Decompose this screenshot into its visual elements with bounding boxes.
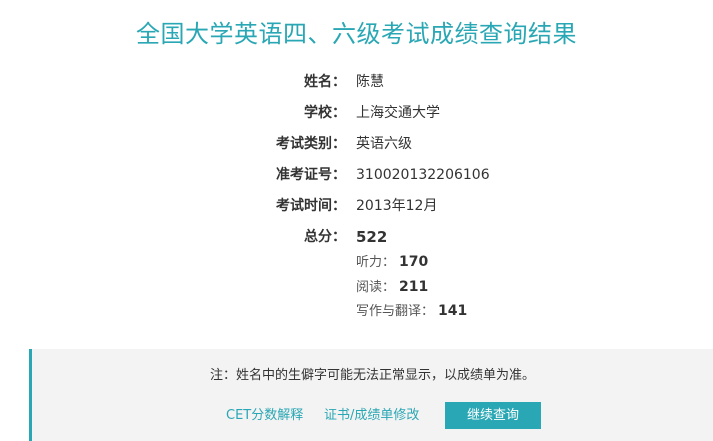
certificate-modify-link[interactable]: 证书/成绩单修改 xyxy=(324,408,420,423)
ticket-number-value: 310020132206106 xyxy=(356,167,490,183)
cet-score-explanation-link[interactable]: CET分数解释 xyxy=(226,408,304,423)
writing-translation-label: 写作与翻译： xyxy=(356,304,435,319)
exam-type-value: 英语六级 xyxy=(356,136,412,152)
school-label: 学校： xyxy=(304,105,346,121)
listening-label: 听力： xyxy=(356,255,396,270)
continue-query-button[interactable]: 继续查询 xyxy=(445,402,541,429)
total-score-label: 总分： xyxy=(304,229,346,245)
exam-time-label: 考试时间： xyxy=(276,198,346,214)
total-score-value: 522 xyxy=(356,228,388,246)
exam-type-label: 考试类别： xyxy=(276,136,346,152)
ticket-number-label: 准考证号： xyxy=(276,167,346,183)
school-value: 上海交通大学 xyxy=(356,105,440,121)
name-label: 姓名： xyxy=(304,74,346,90)
action-bar: CET分数解释 证书/成绩单修改 继续查询 xyxy=(32,402,713,429)
reading-score-row: 阅读： 211 xyxy=(356,276,428,298)
listening-score-row: 听力： 170 xyxy=(356,251,428,273)
reading-label: 阅读： xyxy=(356,280,396,295)
page-title: 全国大学英语四、六级考试成绩查询结果 xyxy=(136,20,577,48)
reading-value: 211 xyxy=(399,279,429,295)
listening-value: 170 xyxy=(399,254,429,270)
notice-panel: 注：姓名中的生僻字可能无法正常显示，以成绩单为准。 CET分数解释 证书/成绩单… xyxy=(29,349,713,441)
notice-text: 注：姓名中的生僻字可能无法正常显示，以成绩单为准。 xyxy=(209,368,535,383)
writing-translation-value: 141 xyxy=(438,303,468,319)
exam-time-value: 2013年12月 xyxy=(356,198,438,214)
writing-score-row: 写作与翻译： 141 xyxy=(356,300,467,322)
name-value: 陈慧 xyxy=(356,74,384,90)
